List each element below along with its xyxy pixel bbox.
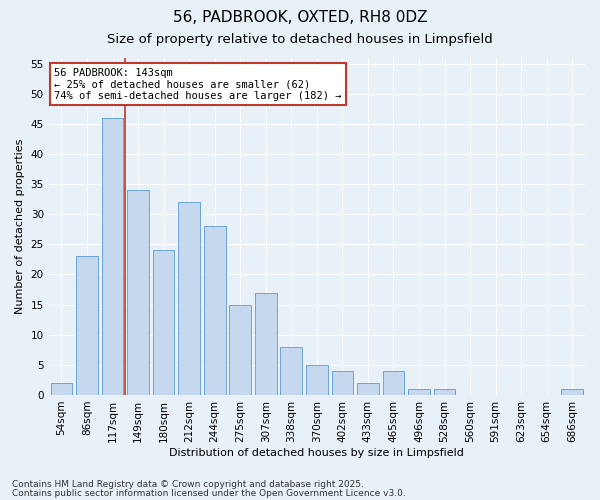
Bar [306,365,328,395]
Y-axis label: Number of detached properties: Number of detached properties [15,138,25,314]
Bar [153,250,175,395]
Bar [332,371,353,395]
Text: Size of property relative to detached houses in Limpsfield: Size of property relative to detached ho… [107,32,493,46]
Bar [255,292,277,395]
Bar [50,383,72,395]
Bar [408,389,430,395]
Bar [280,347,302,395]
Text: Contains HM Land Registry data © Crown copyright and database right 2025.: Contains HM Land Registry data © Crown c… [12,480,364,489]
Bar [101,118,124,395]
X-axis label: Distribution of detached houses by size in Limpsfield: Distribution of detached houses by size … [169,448,464,458]
Bar [76,256,98,395]
Bar [229,304,251,395]
Text: 56 PADBROOK: 143sqm
← 25% of detached houses are smaller (62)
74% of semi-detach: 56 PADBROOK: 143sqm ← 25% of detached ho… [54,68,341,101]
Bar [127,190,149,395]
Bar [383,371,404,395]
Bar [178,202,200,395]
Text: 56, PADBROOK, OXTED, RH8 0DZ: 56, PADBROOK, OXTED, RH8 0DZ [173,10,427,25]
Bar [562,389,583,395]
Bar [204,226,226,395]
Bar [357,383,379,395]
Bar [434,389,455,395]
Text: Contains public sector information licensed under the Open Government Licence v3: Contains public sector information licen… [12,490,406,498]
